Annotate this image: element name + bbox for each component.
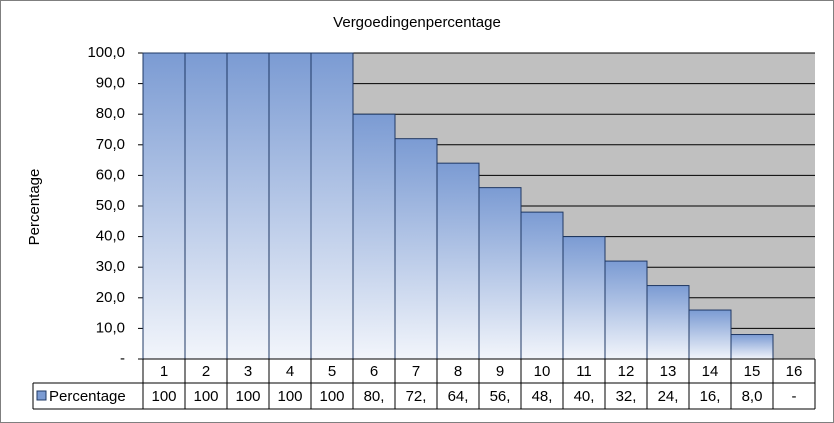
data-table-value: 64, (448, 388, 469, 405)
data-table-value: 80, (364, 388, 385, 405)
x-tick-label: 6 (370, 363, 378, 380)
bar (142, 52, 186, 360)
bar (646, 285, 690, 360)
data-table-value: 100 (151, 388, 176, 405)
data-table-value: 8,0 (742, 388, 763, 405)
y-tick-label: 50,0 (96, 197, 125, 214)
bar (184, 52, 228, 360)
bar (562, 236, 606, 360)
bar (226, 52, 270, 360)
data-table-value: 100 (193, 388, 218, 405)
bar (520, 211, 564, 360)
x-tick-label: 1 (160, 363, 168, 380)
y-tick-label: 40,0 (96, 228, 125, 245)
y-tick-label: 60,0 (96, 166, 125, 183)
x-tick-label: 3 (244, 363, 252, 380)
legend-label: Percentage (49, 388, 126, 405)
x-tick-label: 9 (496, 363, 504, 380)
bar (730, 334, 774, 360)
x-tick-label: 15 (744, 363, 761, 380)
bar (310, 52, 354, 360)
y-tick-label: 100,0 (87, 44, 125, 61)
y-tick-label: 20,0 (96, 289, 125, 306)
data-table-value: 32, (616, 388, 637, 405)
x-tick-label: 10 (534, 363, 551, 380)
x-tick-label: 8 (454, 363, 462, 380)
data-table-value: 100 (319, 388, 344, 405)
x-tick-label: 14 (702, 363, 719, 380)
bar (436, 162, 480, 360)
x-tick-label: 2 (202, 363, 210, 380)
bar (352, 113, 396, 360)
bar (604, 260, 648, 360)
x-tick-label: 7 (412, 363, 420, 380)
y-axis-title: Percentage (26, 169, 43, 246)
legend-swatch (36, 390, 47, 401)
y-tick-label: 30,0 (96, 258, 125, 275)
x-tick-label: 11 (576, 363, 592, 380)
data-table-value: 100 (277, 388, 302, 405)
y-tick-label: 90,0 (96, 75, 125, 92)
data-table-value: 40, (574, 388, 595, 405)
y-tick-label: 10,0 (96, 319, 125, 336)
y-tick-label: 80,0 (96, 105, 125, 122)
data-table-value: 100 (235, 388, 260, 405)
x-tick-label: 4 (286, 363, 294, 380)
x-tick-label: 5 (328, 363, 336, 380)
bar (478, 187, 522, 360)
data-table-value: 56, (490, 388, 511, 405)
y-tick-label: 70,0 (96, 136, 125, 153)
x-tick-label: 13 (660, 363, 677, 380)
x-tick-label: 16 (786, 363, 803, 380)
bar (268, 52, 312, 360)
data-table-value: 16, (700, 388, 721, 405)
y-tick-label: - (120, 350, 125, 367)
bar (688, 309, 732, 360)
bar (394, 138, 438, 360)
data-table-value: 24, (658, 388, 679, 405)
data-table-value: 48, (532, 388, 553, 405)
chart-title: Vergoedingenpercentage (333, 14, 501, 31)
data-table-value: - (792, 388, 797, 405)
data-table-value: 72, (406, 388, 427, 405)
x-tick-label: 12 (618, 363, 635, 380)
